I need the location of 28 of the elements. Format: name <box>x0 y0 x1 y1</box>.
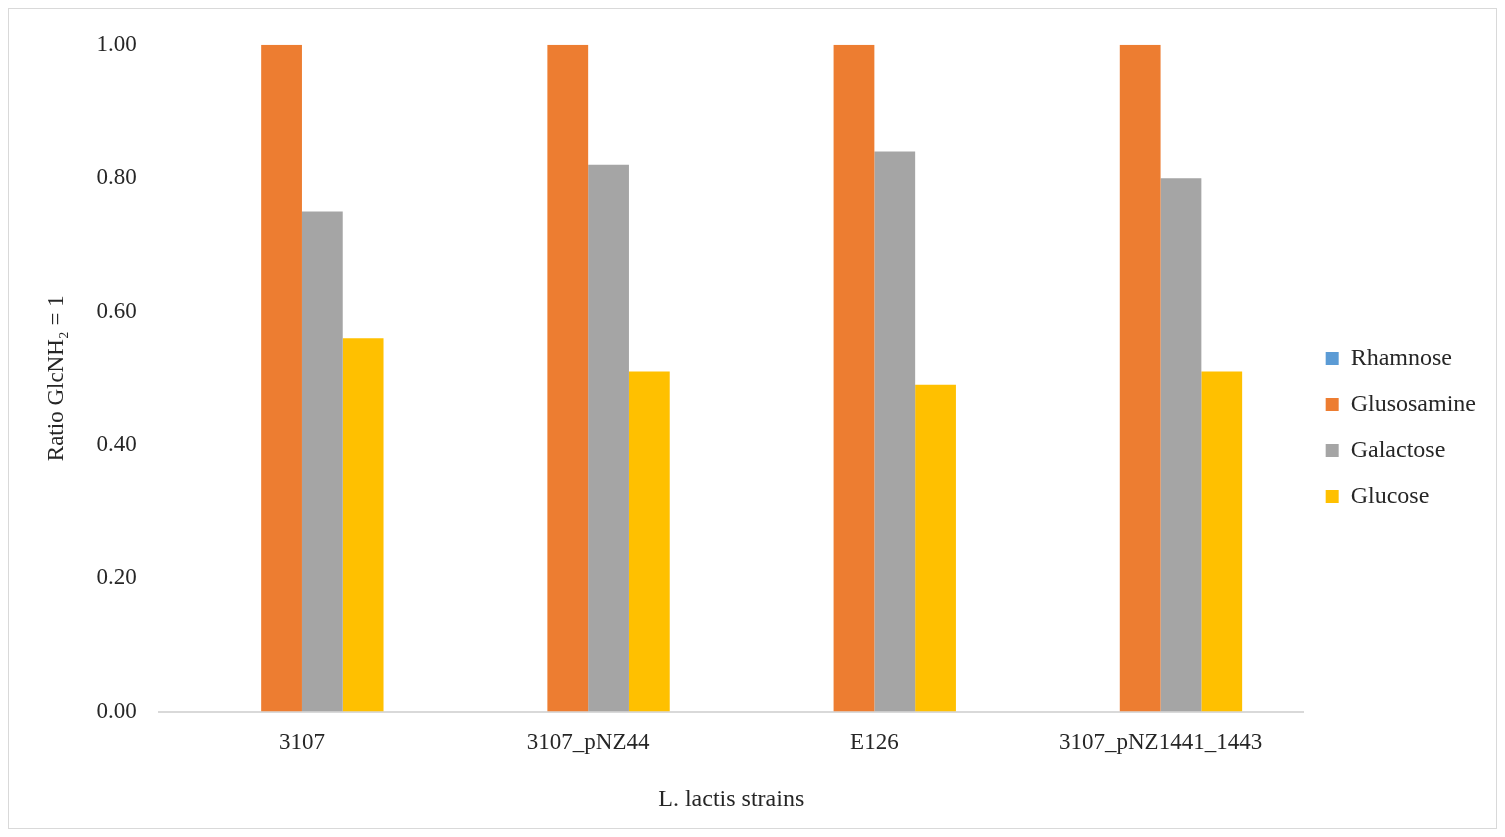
y-tick-label: 0.80 <box>96 164 137 190</box>
bar <box>301 211 343 712</box>
bar <box>547 44 589 712</box>
bar <box>628 371 670 712</box>
y-tick-label: 0.00 <box>96 697 137 723</box>
bar <box>915 384 956 712</box>
x-tick-label: 3107 <box>278 729 325 755</box>
x-axis-title: L. lactis strains <box>658 784 805 811</box>
legend-label: Rhamnose <box>1350 343 1453 370</box>
bar <box>1119 44 1161 712</box>
bar <box>261 44 302 712</box>
bar <box>874 151 916 712</box>
bar <box>833 44 875 712</box>
y-tick-label: 0.40 <box>96 430 137 456</box>
x-tick-label: 3107_pNZ44 <box>526 729 650 755</box>
bar <box>588 164 629 712</box>
y-tick-label: 1.00 <box>96 30 137 56</box>
x-tick-label: E126 <box>850 729 899 755</box>
legend-label: Glucose <box>1350 481 1430 508</box>
x-tick-label: 3107_pNZ1441_1443 <box>1058 729 1263 755</box>
bar <box>1160 178 1202 712</box>
y-axis-title: Ratio GlcNH₂ = 1 <box>42 295 68 462</box>
bar <box>342 338 384 712</box>
legend-label: Galactose <box>1350 435 1446 462</box>
legend-label: Glusosamine <box>1350 389 1477 416</box>
y-tick-label: 0.20 <box>96 564 137 590</box>
bar <box>1201 371 1243 712</box>
y-tick-label: 0.60 <box>96 297 137 323</box>
